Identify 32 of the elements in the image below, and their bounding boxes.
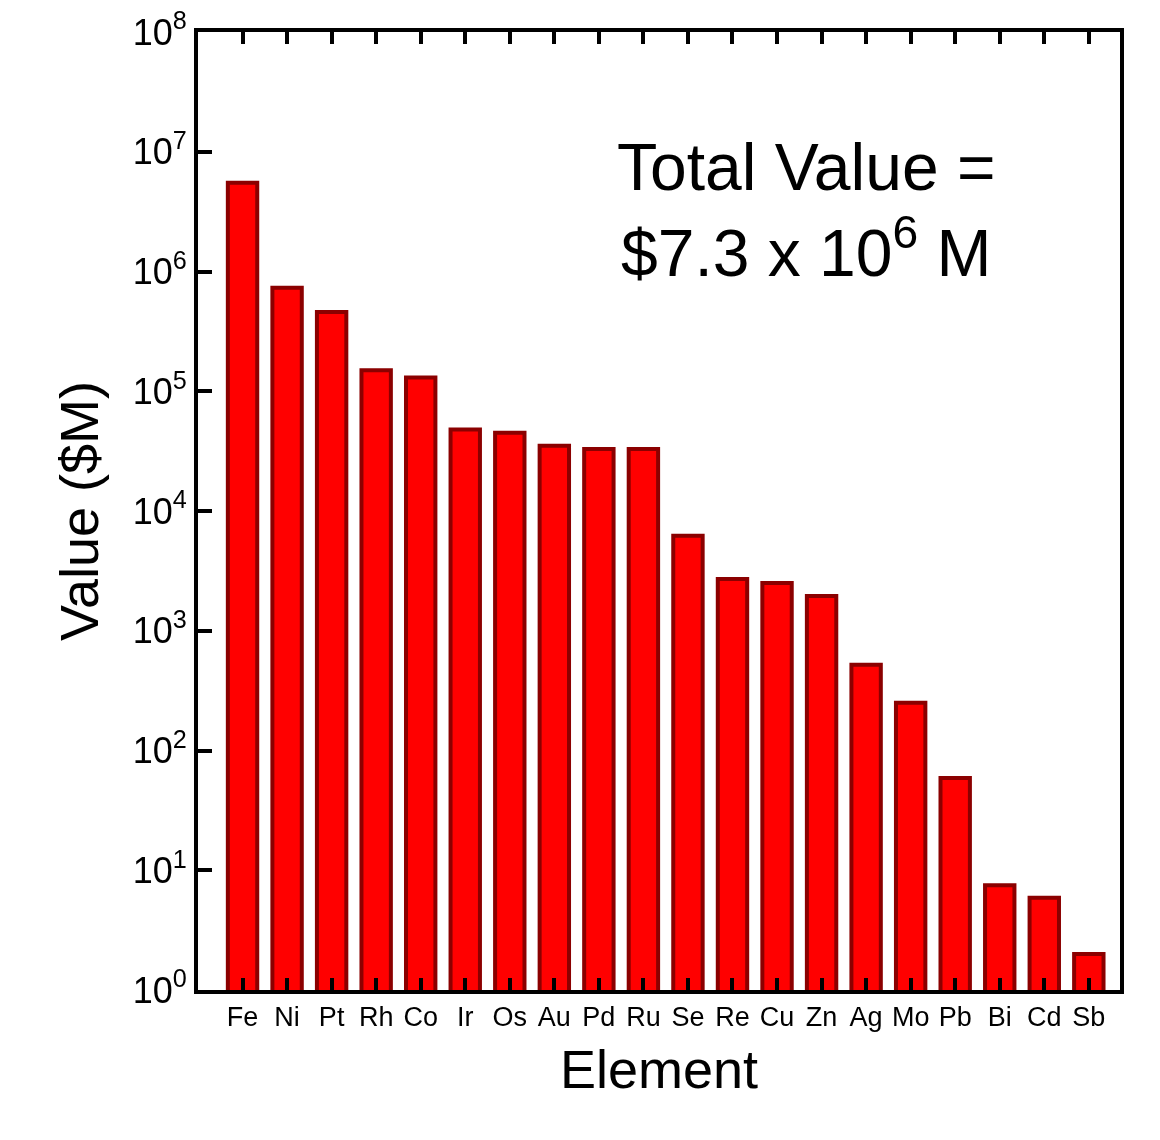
- x-tick-label: Ag: [849, 1002, 883, 1033]
- x-tick-label: Bi: [987, 1002, 1012, 1033]
- x-tick-label: Se: [671, 1002, 705, 1033]
- x-tick-label: Ru: [626, 1002, 661, 1033]
- x-tick-label: Zn: [805, 1002, 838, 1033]
- x-tick-label: Fe: [226, 1002, 259, 1033]
- x-tick-label: Cd: [1027, 1002, 1062, 1033]
- y-tick-label: 10$^{7}$: [132, 126, 187, 173]
- y-tick-label: 10$^{4}$: [132, 485, 187, 532]
- x-tick-label: Ni: [274, 1002, 300, 1033]
- x-tick-label: Ir: [457, 1002, 474, 1033]
- x-tick-label: Rh: [358, 1002, 394, 1033]
- y-tick-label: 10$^{3}$: [132, 605, 187, 652]
- annotation: Total Value = $7.3 x 10$^{6}$ M: [617, 130, 996, 290]
- x-tick-label: Mo: [891, 1002, 930, 1033]
- y-tick-label: 10$^{0}$: [132, 964, 187, 1011]
- x-tick-label: Cu: [759, 1002, 795, 1033]
- x-tick-label: Au: [537, 1002, 571, 1033]
- y-tick-label: 10$^{2}$: [132, 724, 187, 772]
- x-tick-label: Os: [492, 1002, 528, 1033]
- x-tick-label: Re: [715, 1002, 750, 1033]
- y-axis-title: Value ($M): [48, 380, 109, 642]
- x-tick-label: Co: [403, 1002, 438, 1033]
- y-tick-label: 10$^{1}$: [132, 844, 187, 891]
- y-tick-label: 10$^{6}$: [132, 245, 187, 293]
- x-tick-label: Pt: [318, 1002, 345, 1033]
- x-tick-label: Sb: [1072, 1002, 1106, 1033]
- x-tick-label: Pd: [582, 1002, 616, 1033]
- x-tick-label: Pb: [938, 1002, 972, 1033]
- y-tick-label: 10$^{5}$: [132, 365, 187, 412]
- y-tick-label: 10$^{8}$: [132, 6, 187, 53]
- x-axis-title: Element: [559, 1039, 759, 1100]
